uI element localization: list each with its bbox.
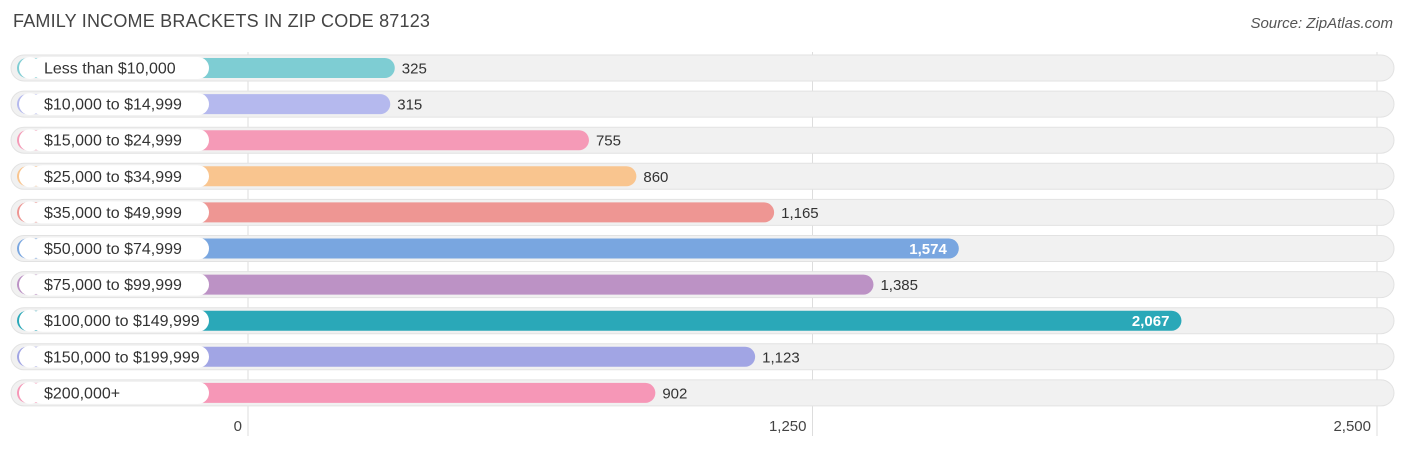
category-label-pill-cap — [19, 381, 41, 404]
value-label: 1,385 — [880, 277, 918, 294]
category-label: $100,000 to $149,999 — [44, 313, 200, 330]
value-label: 1,123 — [762, 349, 800, 366]
category-label-pill-cap — [19, 165, 41, 188]
value-label: 860 — [643, 169, 668, 186]
category-label-pill-cap — [19, 93, 41, 116]
bar — [17, 310, 1182, 331]
category-label-pill — [31, 57, 209, 79]
category-label: $50,000 to $74,999 — [44, 241, 182, 258]
value-label: 2,067 — [1132, 313, 1170, 330]
bars-layer: Less than $10,000 325 $10,000 to $14,999 31… — [10, 54, 1395, 407]
category-label-pill-cap — [19, 309, 41, 332]
tick-label: 2,500 — [1333, 418, 1371, 435]
value-label: 315 — [397, 97, 422, 114]
category-label: $150,000 to $199,999 — [44, 349, 200, 366]
category-label-pill-cap — [19, 273, 41, 296]
value-label: 1,574 — [909, 241, 947, 258]
category-label-pill-cap — [19, 237, 41, 260]
category-label: $35,000 to $49,999 — [44, 205, 182, 222]
category-label: $75,000 to $99,999 — [44, 277, 182, 294]
bar — [17, 238, 959, 259]
value-label: 755 — [596, 133, 621, 150]
category-label-pill — [31, 345, 209, 368]
category-label: $25,000 to $34,999 — [44, 169, 182, 186]
chart-title: FAMILY INCOME BRACKETS IN ZIP CODE 87123 — [13, 11, 431, 31]
category-label: $200,000+ — [44, 385, 120, 402]
value-label: 1,165 — [781, 205, 819, 222]
category-label-pill — [31, 309, 209, 332]
category-label: $10,000 to $14,999 — [44, 97, 182, 114]
category-label-pill — [31, 381, 209, 404]
source-label: Source: ZipAtlas.com — [1250, 15, 1393, 32]
category-label: Less than $10,000 — [44, 61, 176, 78]
category-label-pill-cap — [19, 345, 41, 368]
tick-label: 0 — [234, 418, 242, 435]
tick-label: 1,250 — [769, 418, 807, 435]
category-label-pill — [31, 201, 209, 224]
category-label-pill — [31, 273, 209, 296]
category-label-pill — [31, 237, 209, 260]
bar — [17, 274, 874, 295]
value-label: 325 — [402, 61, 427, 78]
category-label-pill — [31, 129, 209, 152]
category-label: $15,000 to $24,999 — [44, 133, 182, 150]
value-label: 902 — [662, 385, 687, 402]
category-label-pill — [31, 165, 209, 188]
category-label-pill-cap — [19, 201, 41, 224]
category-label-pill-cap — [19, 57, 41, 79]
ticks-layer: 0 1,250 2,500 — [234, 418, 1371, 435]
category-label-pill — [31, 93, 209, 116]
category-label-pill-cap — [19, 129, 41, 152]
